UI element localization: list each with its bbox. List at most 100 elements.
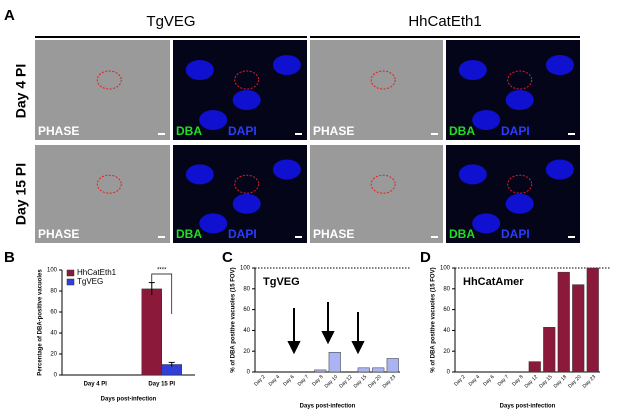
- nucleus: [199, 213, 228, 234]
- y-tick-label: 80: [443, 286, 450, 292]
- x-tick-label: Day 12: [338, 374, 354, 390]
- bar: [543, 327, 556, 373]
- vacuole-outline: [370, 174, 396, 194]
- x-axis-label: Days post-infection: [500, 404, 556, 410]
- panel-letter: C: [222, 249, 233, 266]
- phase-label: PHASE: [38, 124, 79, 138]
- dapi-label: DAPI: [228, 227, 257, 241]
- scale-bar: [158, 133, 165, 135]
- x-tick-label: Day 15: [538, 374, 554, 390]
- significance: ****: [157, 268, 167, 274]
- x-tick-label: Day 18: [553, 374, 569, 390]
- group-label: TgVEG: [146, 13, 195, 30]
- x-axis-label: Days post-infection: [101, 397, 157, 403]
- y-tick-label: 20: [443, 349, 450, 355]
- panel-letter: A: [4, 7, 15, 24]
- x-tick-label: Day 20: [567, 374, 583, 390]
- x-tick-label: Day 4 PI: [84, 382, 108, 388]
- nucleus: [232, 90, 261, 110]
- vacuole-outline: [370, 70, 396, 90]
- bar: [314, 369, 327, 373]
- nucleus: [232, 193, 261, 214]
- legend-label: HhCatEth1: [77, 268, 117, 277]
- x-tick-label: Day 20: [367, 374, 383, 390]
- group-label: HhCatEth1: [408, 13, 481, 30]
- dapi-label: DAPI: [228, 124, 257, 138]
- nucleus: [505, 193, 534, 214]
- x-tick-label: Day 4: [268, 374, 282, 388]
- x-tick-label: Day 6: [482, 374, 496, 388]
- phase-label: PHASE: [313, 124, 354, 138]
- nucleus: [458, 60, 487, 80]
- x-tick-label: Day 23: [582, 374, 598, 390]
- y-tick-label: 20: [50, 352, 57, 358]
- bar: [528, 361, 541, 373]
- scale-bar: [431, 236, 438, 238]
- y-tick-label: 80: [243, 286, 250, 292]
- nucleus: [472, 110, 501, 130]
- panel-letter: B: [4, 249, 15, 266]
- vacuole-outline: [507, 70, 533, 90]
- scale-bar: [568, 236, 575, 238]
- dapi-label: DAPI: [501, 124, 530, 138]
- y-tick-label: 0: [247, 370, 251, 376]
- y-tick-label: 100: [47, 268, 58, 274]
- bar: [586, 267, 599, 373]
- vacuole-outline: [234, 174, 260, 194]
- y-tick-label: 100: [240, 266, 251, 272]
- x-tick-label: Day 15 PI: [148, 382, 175, 388]
- phase-image: [310, 145, 443, 243]
- arrows: [287, 302, 365, 355]
- x-tick-label: Day 7: [497, 374, 511, 388]
- x-tick-label: Day 15: [353, 374, 369, 390]
- scale-bar: [158, 236, 165, 238]
- x-tick-label: Day 10: [324, 374, 340, 390]
- dapi-label: DAPI: [501, 227, 530, 241]
- nucleus: [545, 159, 574, 180]
- bar: [572, 284, 585, 373]
- y-tick-label: 40: [50, 331, 57, 337]
- y-axis-label: % of DBA positive vacuoles (15 FOV): [231, 267, 237, 372]
- row-label: Day 15 PI: [13, 163, 29, 225]
- phase-label: PHASE: [38, 227, 79, 241]
- y-tick-label: 0: [447, 370, 451, 376]
- dba-label: DBA: [449, 124, 475, 138]
- scale-bar: [295, 133, 302, 135]
- panel-letter: D: [420, 249, 431, 266]
- x-axis-label: Days post-infection: [300, 404, 356, 410]
- bar: [557, 271, 570, 373]
- vacuole-outline: [507, 174, 533, 194]
- y-tick-label: 60: [443, 307, 450, 313]
- nucleus: [505, 90, 534, 110]
- phase-image: [35, 40, 170, 140]
- phase-label: PHASE: [313, 227, 354, 241]
- bar: [386, 358, 399, 373]
- y-tick-label: 40: [243, 328, 250, 334]
- scale-bar: [568, 133, 575, 135]
- bar: [357, 367, 370, 373]
- bar: [141, 288, 163, 376]
- y-axis-label: % of DBA positive vacuoles (15 FOV): [431, 267, 437, 372]
- nucleus: [185, 164, 214, 185]
- x-tick-label: Day 12: [524, 374, 540, 390]
- scale-bar: [295, 236, 302, 238]
- nucleus: [199, 110, 228, 130]
- y-tick-label: 40: [443, 328, 450, 334]
- y-tick-label: 100: [440, 266, 451, 272]
- significance-bracket: [151, 273, 173, 314]
- chart-title: HhCatAmer: [463, 276, 524, 288]
- nucleus: [472, 213, 501, 234]
- dba-label: DBA: [449, 227, 475, 241]
- vacuole-outline: [96, 70, 122, 90]
- vacuole-outline: [96, 174, 122, 194]
- y-tick-label: 60: [243, 307, 250, 313]
- row-label: Day 4 PI: [13, 64, 29, 118]
- x-tick-label: Day 7: [297, 374, 311, 388]
- nucleus: [272, 55, 301, 75]
- vacuole-outline: [234, 70, 260, 90]
- x-tick-label: Day 2: [453, 374, 467, 388]
- nucleus: [185, 60, 214, 80]
- legend-swatch: [66, 269, 75, 277]
- nucleus: [458, 164, 487, 185]
